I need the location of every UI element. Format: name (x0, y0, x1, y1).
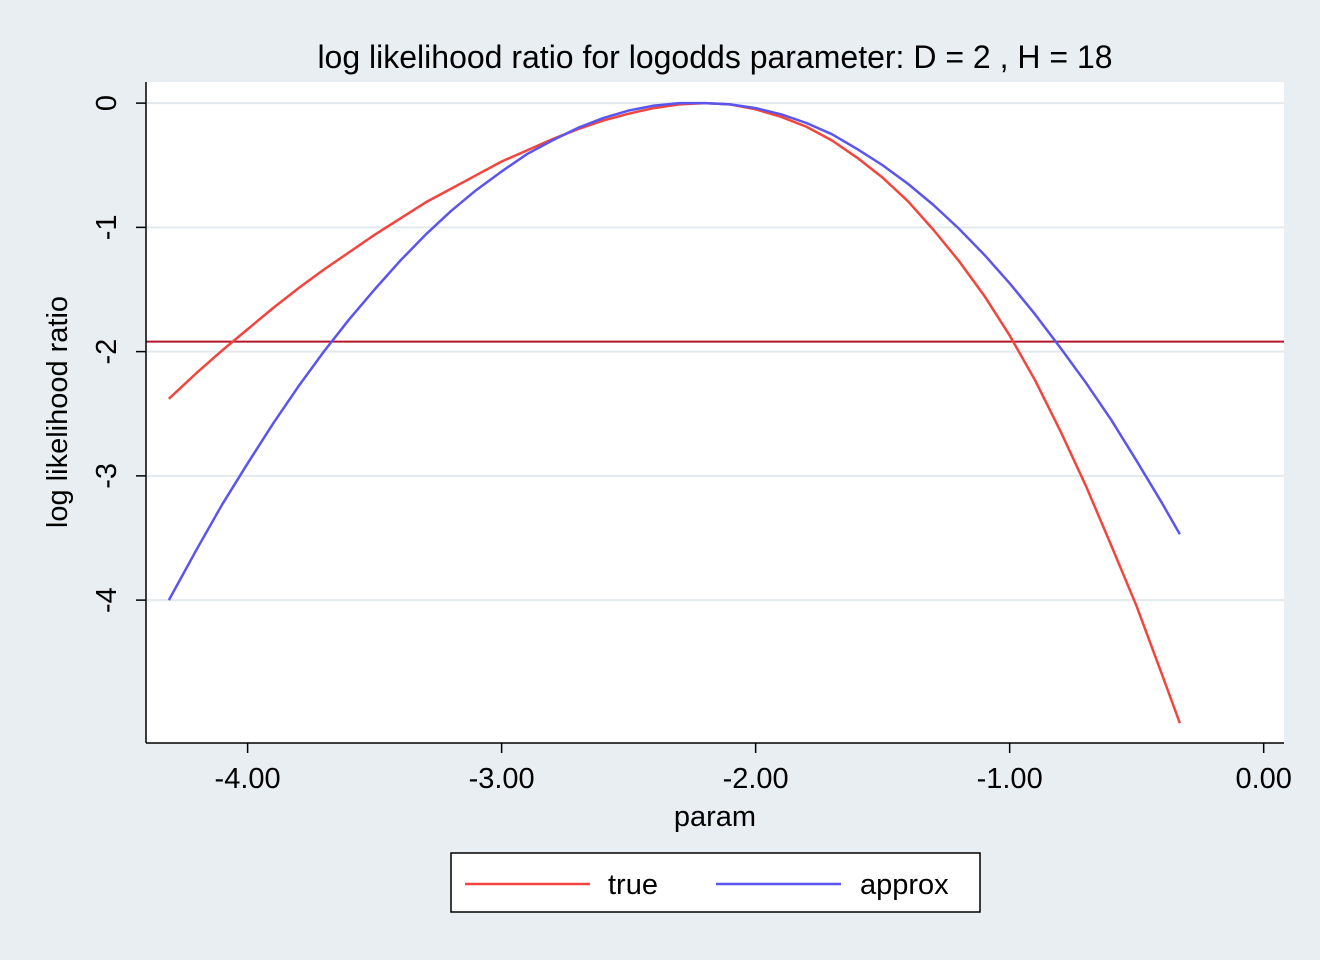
x-tick-label-0: -4.00 (215, 763, 281, 795)
legend-label-true: true (608, 869, 658, 901)
x-axis-title: param (674, 801, 756, 833)
legend-label-approx: approx (860, 869, 949, 901)
legend: true approx (450, 852, 981, 913)
series-line-approx (167, 101, 1181, 601)
legend-box (450, 852, 981, 913)
y-tick-label-1: -1 (91, 214, 123, 240)
x-tick-label-3: -1.00 (977, 763, 1043, 795)
plot-area (146, 82, 1284, 743)
y-tick-label-2: -2 (91, 339, 123, 365)
series-group (167, 101, 1182, 724)
y-tick-label-3: -3 (91, 463, 123, 489)
y-axis-title: log likelihood ratio (42, 296, 74, 528)
axes: -4.00 -3.00 -2.00 -1.00 0.00 0 -1 -2 -3 -4 (91, 82, 1292, 795)
x-tick-label-1: -3.00 (469, 763, 535, 795)
x-tick-label-4: 0.00 (1235, 763, 1291, 795)
y-tick-label-4: -4 (91, 587, 123, 613)
y-tick-label-0: 0 (91, 95, 123, 111)
grid-lines (146, 102, 1284, 602)
x-tick-label-2: -2.00 (723, 763, 789, 795)
chart-title: log likelihood ratio for logodds paramet… (317, 39, 1112, 75)
